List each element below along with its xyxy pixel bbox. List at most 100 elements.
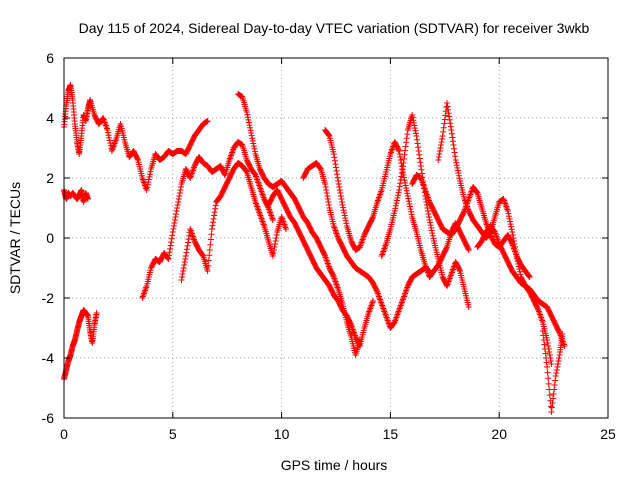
- data-point: [559, 331, 566, 337]
- data-point: [183, 249, 190, 256]
- data-point: [325, 202, 332, 208]
- data-point: [561, 343, 568, 349]
- data-point: [408, 208, 415, 215]
- data-point: [424, 208, 431, 214]
- data-point: [450, 142, 457, 148]
- data-point: [248, 132, 255, 139]
- data-point: [336, 187, 343, 193]
- data-point: [145, 179, 152, 186]
- data-point: [273, 235, 280, 241]
- data-point: [339, 202, 346, 208]
- data-point: [270, 250, 277, 256]
- data-point: [508, 226, 515, 233]
- data-point: [426, 217, 433, 223]
- x-tick-label: 5: [169, 426, 177, 442]
- data-point: [414, 140, 421, 147]
- data-point: [409, 114, 416, 121]
- data-point: [445, 106, 452, 113]
- data-point: [206, 247, 213, 253]
- data-point: [516, 266, 523, 273]
- data-point: [134, 155, 141, 162]
- chart-title: Day 115 of 2024, Sidereal Day-to-day VTE…: [79, 20, 590, 36]
- data-point: [143, 187, 150, 193]
- data-point: [546, 392, 553, 399]
- data-point: [547, 403, 554, 410]
- data-point: [183, 246, 190, 253]
- data-point: [396, 183, 403, 190]
- data-point: [246, 122, 253, 129]
- data-point: [330, 151, 337, 157]
- data-point: [175, 199, 182, 205]
- data-point: [210, 215, 217, 222]
- data-point: [403, 139, 410, 146]
- data-point: [451, 145, 458, 152]
- data-point: [509, 229, 516, 235]
- data-point: [444, 103, 451, 110]
- data-point: [456, 266, 463, 273]
- data-point: [175, 196, 182, 202]
- data-point: [446, 113, 453, 120]
- y-tick-label: 6: [46, 50, 54, 66]
- data-point: [338, 199, 345, 205]
- data-point: [165, 252, 172, 259]
- data-point: [455, 172, 462, 179]
- data-point: [146, 171, 153, 178]
- data-point: [402, 147, 409, 154]
- data-point: [401, 155, 407, 162]
- data-point: [209, 222, 216, 229]
- data-point: [544, 369, 551, 376]
- data-point: [540, 332, 547, 339]
- data-point: [448, 127, 455, 133]
- data-point: [145, 176, 152, 183]
- data-point: [342, 217, 349, 224]
- series-sat-h: [300, 160, 433, 331]
- data-point: [334, 174, 341, 181]
- data-point: [170, 226, 177, 232]
- data-point: [541, 346, 548, 352]
- data-point: [391, 208, 398, 214]
- data-point: [416, 155, 423, 162]
- data-point: [395, 189, 402, 196]
- data-point: [445, 110, 452, 117]
- data-point: [425, 211, 432, 217]
- data-point: [170, 223, 177, 229]
- data-point: [144, 181, 151, 188]
- data-point: [393, 200, 400, 207]
- data-point: [513, 253, 520, 259]
- data-point: [414, 136, 421, 143]
- data-point: [397, 176, 404, 183]
- data-point: [330, 272, 337, 279]
- data-point: [526, 273, 533, 280]
- data-point: [204, 268, 211, 274]
- data-point: [243, 109, 250, 115]
- data-point: [403, 187, 410, 194]
- data-point: [396, 187, 403, 193]
- data-point: [545, 343, 552, 349]
- series-sat-j: [378, 112, 472, 310]
- y-tick-label: -6: [42, 410, 55, 426]
- data-point: [473, 189, 480, 196]
- x-tick-label: 10: [274, 426, 290, 442]
- data-point: [207, 241, 214, 248]
- data-point: [247, 127, 254, 134]
- data-point: [317, 165, 324, 172]
- data-point: [269, 217, 276, 223]
- data-point: [269, 253, 276, 259]
- data-point: [340, 204, 347, 211]
- data-point: [440, 124, 447, 131]
- data-point: [332, 161, 339, 168]
- tick-labels: 0 5 10 15 20 25 -6 -4 -2 0 2 4 6: [42, 50, 616, 442]
- x-axis-label: GPS time / hours: [281, 457, 388, 473]
- data-point: [542, 350, 549, 357]
- data-point: [439, 133, 446, 139]
- data-point: [168, 235, 175, 242]
- data-point: [412, 130, 419, 137]
- data-point: [455, 170, 462, 177]
- data-point: [415, 144, 422, 151]
- data-point: [105, 129, 112, 136]
- data-point: [398, 170, 405, 177]
- data-point: [181, 259, 188, 265]
- data-point: [418, 170, 425, 177]
- data-point: [211, 209, 218, 216]
